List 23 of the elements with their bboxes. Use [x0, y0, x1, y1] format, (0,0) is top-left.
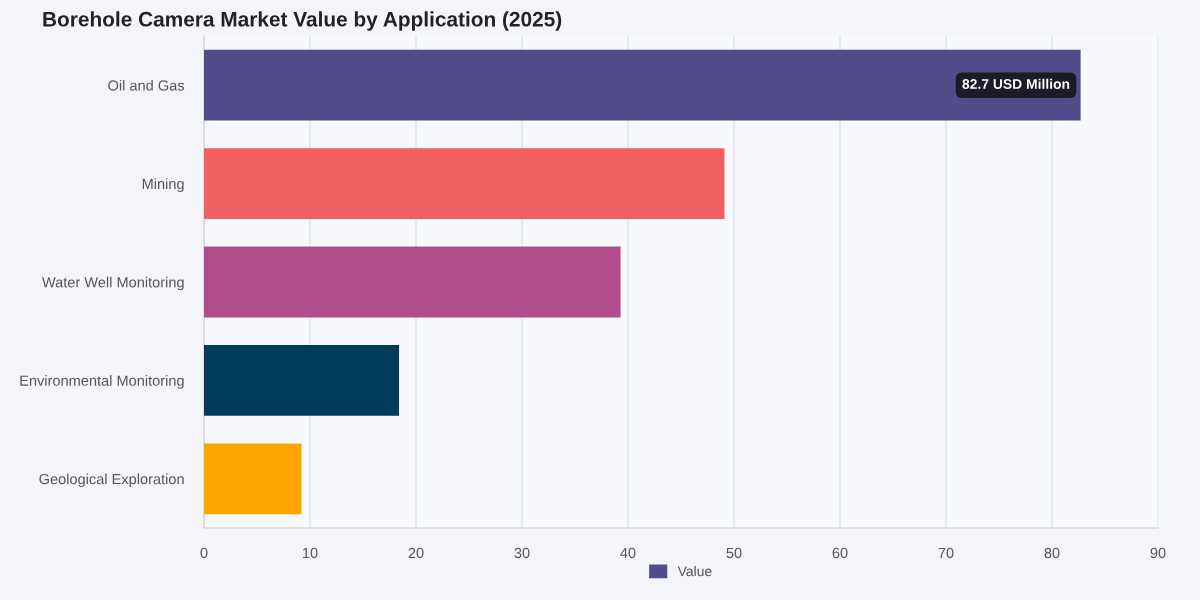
chart-title: Borehole Camera Market Value by Application (2025) [43, 11, 562, 31]
y-tick-label: Mining [142, 178, 184, 192]
bar [204, 49, 1081, 121]
x-tick-label: 90 [1150, 547, 1166, 559]
x-tick-label: 0 [200, 547, 208, 559]
x-tick-label: 80 [1044, 547, 1060, 559]
legend-label: Value [677, 566, 712, 577]
y-tick-label: Water Well Monitoring [41, 276, 184, 291]
bar [204, 443, 302, 515]
x-tick-label: 50 [726, 547, 742, 559]
data-label: 82.7 USD Million [962, 78, 1070, 89]
y-tick-label: Geological Exploration [39, 473, 184, 488]
x-tick-label: 10 [303, 547, 318, 559]
x-tick-label: 60 [832, 547, 848, 559]
x-tick-label: 70 [938, 547, 954, 559]
x-tick-label: 20 [408, 547, 424, 559]
x-tick-label: 40 [620, 547, 636, 559]
y-tick-label: Oil and Gas [108, 79, 185, 91]
x-tick-label: 30 [514, 547, 530, 559]
bar [204, 148, 725, 220]
bar [204, 344, 400, 416]
y-tick-label: Environmental Monitoring [20, 375, 184, 389]
bar [204, 246, 621, 318]
